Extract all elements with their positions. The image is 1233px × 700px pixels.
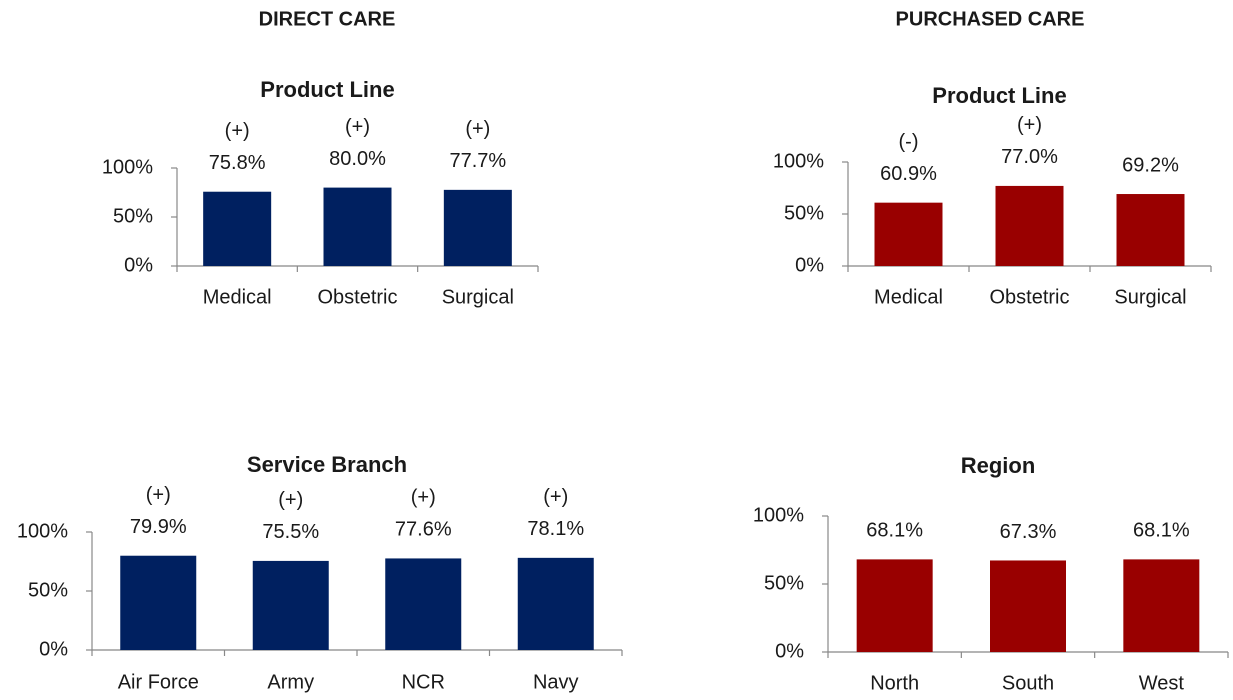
x-tick-label: South: [1002, 672, 1054, 694]
annotation: (+): [278, 489, 303, 511]
value-label: 77.0%: [1001, 146, 1058, 168]
x-tick-label: Army: [267, 671, 314, 693]
y-tick-label: 100%: [17, 520, 68, 542]
annotation: (+): [146, 484, 171, 506]
bar: [385, 558, 462, 650]
value-label: 80.0%: [329, 148, 386, 170]
y-tick-label: 100%: [773, 150, 824, 172]
section-title: PURCHASED CARE: [896, 8, 1085, 30]
annotation: (+): [225, 120, 250, 142]
bar: [1123, 559, 1200, 652]
x-tick-label: Medical: [874, 286, 943, 308]
x-tick-label: North: [870, 672, 919, 694]
bar: [517, 557, 594, 650]
y-tick-label: 50%: [784, 202, 824, 224]
x-tick-label: Navy: [533, 671, 579, 693]
annotation: (+): [1017, 114, 1042, 136]
value-label: 68.1%: [1133, 520, 1190, 542]
value-label: 78.1%: [527, 518, 584, 540]
value-label: 75.5%: [262, 521, 319, 543]
y-tick-label: 50%: [113, 205, 153, 227]
value-label: 68.1%: [866, 520, 923, 542]
bar: [120, 555, 197, 650]
bar: [323, 187, 392, 266]
value-label: 77.6%: [395, 519, 452, 541]
bar: [252, 560, 329, 650]
bar: [990, 560, 1066, 652]
y-tick-label: 50%: [28, 579, 68, 601]
value-label: 60.9%: [880, 163, 937, 185]
annotation: (+): [465, 118, 490, 140]
annotation: (-): [899, 131, 919, 153]
x-tick-label: Surgical: [1114, 286, 1186, 308]
bar: [874, 202, 943, 266]
value-label: 69.2%: [1122, 154, 1179, 176]
value-label: 79.9%: [130, 516, 187, 538]
value-label: 67.3%: [1000, 521, 1057, 543]
bar: [856, 559, 933, 652]
y-tick-label: 50%: [764, 572, 804, 594]
annotation: (+): [345, 116, 370, 138]
y-tick-label: 0%: [124, 254, 153, 276]
x-tick-label: Obstetric: [989, 286, 1069, 308]
annotation: (+): [411, 487, 436, 509]
annotation: (+): [543, 486, 568, 508]
x-tick-label: West: [1139, 672, 1185, 694]
bar: [995, 185, 1064, 266]
y-tick-label: 100%: [102, 156, 153, 178]
bar: [443, 189, 512, 266]
x-tick-label: Medical: [203, 286, 272, 308]
x-tick-label: NCR: [402, 671, 445, 693]
value-label: 75.8%: [209, 152, 266, 174]
y-tick-label: 0%: [39, 638, 68, 660]
section-title: DIRECT CARE: [259, 8, 396, 30]
bar: [203, 191, 272, 266]
chart-title: Product Line: [260, 77, 394, 102]
value-label: 77.7%: [449, 150, 506, 172]
x-tick-label: Surgical: [442, 286, 514, 308]
chart-title: Region: [961, 453, 1036, 478]
chart-title: Product Line: [932, 83, 1066, 108]
y-tick-label: 0%: [795, 254, 824, 276]
x-tick-label: Air Force: [118, 671, 199, 693]
y-tick-label: 0%: [775, 640, 804, 662]
x-tick-label: Obstetric: [317, 286, 397, 308]
bar: [1116, 194, 1185, 266]
chart-title: Service Branch: [247, 452, 407, 477]
y-tick-label: 100%: [753, 504, 804, 526]
